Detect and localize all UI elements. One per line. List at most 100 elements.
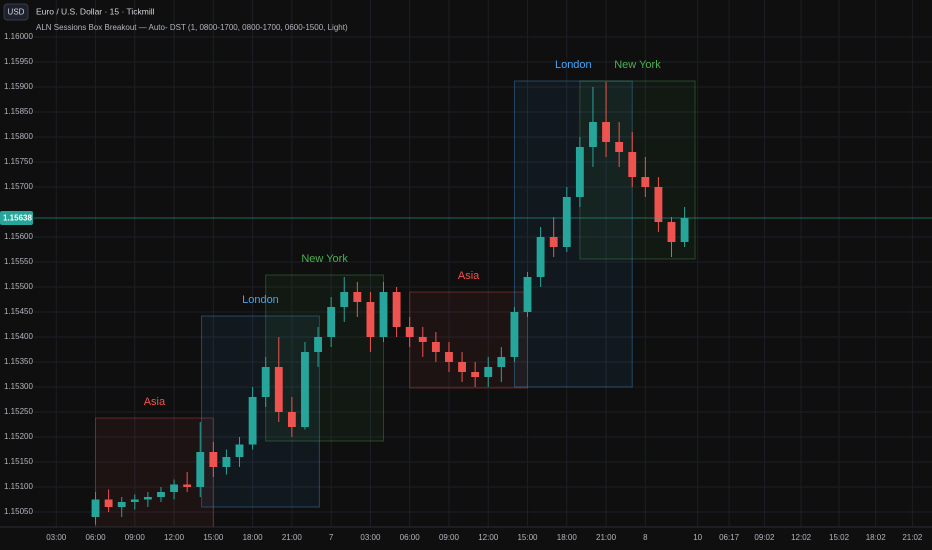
x-tick-label: 12:02 (791, 533, 812, 542)
y-tick-label: 1.15100 (4, 482, 33, 491)
y-tick-label: 1.15250 (4, 407, 33, 416)
indicator-subtitle: ALN Sessions Box Breakout — Auto- DST (1… (36, 23, 348, 32)
y-tick-label: 1.15600 (4, 232, 33, 241)
y-tick-label: 1.16000 (4, 32, 33, 41)
session-label: New York (614, 59, 661, 71)
candle-body (458, 362, 466, 372)
x-tick-label: 12:00 (478, 533, 499, 542)
y-tick-label: 1.15800 (4, 132, 33, 141)
candle-body (222, 457, 231, 467)
y-tick-label: 1.15750 (4, 157, 33, 166)
x-tick-label: 15:00 (203, 533, 224, 542)
x-tick-label: 06:00 (400, 533, 421, 542)
x-tick-label: 09:02 (754, 533, 775, 542)
candle-body (418, 337, 427, 342)
x-tick-label: 06:00 (86, 533, 107, 542)
candle-body (562, 197, 571, 247)
candle-body (471, 372, 480, 377)
x-tick-label: 21:00 (596, 533, 617, 542)
last-price-label: 1.15638 (3, 214, 32, 223)
candle-body (130, 499, 139, 502)
candle-body (183, 484, 192, 487)
candle-body (170, 484, 178, 492)
candle-body (196, 452, 205, 487)
x-tick-label: 18:00 (557, 533, 578, 542)
candle-body (628, 152, 637, 177)
candles (91, 82, 689, 525)
candle-body (667, 222, 676, 242)
y-tick-label: 1.15200 (4, 432, 33, 441)
y-tick-label: 1.15050 (4, 507, 33, 516)
candle-body (327, 307, 336, 337)
y-tick-label: 1.15400 (4, 332, 33, 341)
candle-body (392, 292, 401, 327)
candle-body (536, 237, 545, 277)
candle-body (510, 312, 519, 357)
session-box (579, 80, 696, 260)
session-box (201, 315, 320, 508)
candle-body (235, 444, 244, 457)
y-tick-label: 1.15450 (4, 307, 33, 316)
y-tick-label: 1.15900 (4, 82, 33, 91)
session-box (513, 80, 633, 388)
chart-title: Euro / U.S. Dollar · 15 · Tickmill (36, 6, 155, 16)
candle-body (445, 352, 453, 362)
x-tick-label: 10 (693, 533, 702, 542)
y-tick-label: 1.15150 (4, 457, 33, 466)
x-tick-label: 03:00 (360, 533, 381, 542)
x-tick-label: 03:00 (46, 533, 67, 542)
y-tick-label: 1.15300 (4, 382, 33, 391)
x-tick-label: 8 (643, 533, 648, 542)
candle-body (405, 327, 414, 337)
candle-body (91, 499, 100, 517)
session-label: London (555, 59, 592, 71)
candle-body (575, 147, 584, 197)
y-tick-label: 1.15700 (4, 182, 33, 191)
y-tick-label: 1.15500 (4, 282, 33, 291)
candle-body (143, 497, 152, 500)
candle-body (209, 452, 218, 467)
candle-body (366, 302, 375, 337)
currency[interactable]: USD (8, 8, 25, 17)
candle-body (301, 352, 309, 427)
candle-body (641, 177, 650, 187)
candle-body (680, 218, 689, 242)
currency-button[interactable] (3, 3, 29, 21)
x-tick-label: 15:02 (829, 533, 850, 542)
grid (34, 0, 932, 527)
x-tick-label: 09:00 (439, 533, 460, 542)
candle-body (340, 292, 349, 307)
x-tick-label: 21:02 (902, 533, 923, 542)
candle-body (589, 122, 597, 147)
candle-body (314, 337, 322, 352)
x-tick-label: 06:17 (719, 533, 740, 542)
candle-body (353, 292, 362, 302)
candle-body (431, 342, 440, 352)
x-tick-label: 18:02 (866, 533, 887, 542)
x-tick-label: 7 (329, 533, 334, 542)
candle-body (615, 142, 624, 152)
y-tick-label: 1.15350 (4, 357, 33, 366)
session-label: London (242, 294, 279, 306)
session-box (95, 417, 214, 528)
candle-body (157, 492, 165, 497)
y-tick-label: 1.15850 (4, 107, 33, 116)
x-tick-label: 21:00 (282, 533, 303, 542)
candle-body (261, 367, 270, 397)
candle-body (602, 122, 610, 142)
y-tick-label: 1.15950 (4, 57, 33, 66)
candle-body (654, 187, 663, 222)
x-tick-label: 15:00 (517, 533, 538, 542)
candle-body (274, 367, 283, 412)
candle-body (549, 237, 558, 247)
y-tick-label: 1.15550 (4, 257, 33, 266)
last-price-tag (0, 211, 33, 225)
x-tick-label: 18:00 (243, 533, 264, 542)
x-tick-label: 09:00 (125, 533, 146, 542)
session-boxes: Asia London New York Asia London New York (95, 59, 696, 528)
candle-body (104, 499, 113, 507)
x-tick-label: 12:00 (164, 533, 185, 542)
session-label: Asia (458, 270, 480, 282)
candle-body (497, 357, 506, 367)
session-label: New York (301, 253, 348, 265)
